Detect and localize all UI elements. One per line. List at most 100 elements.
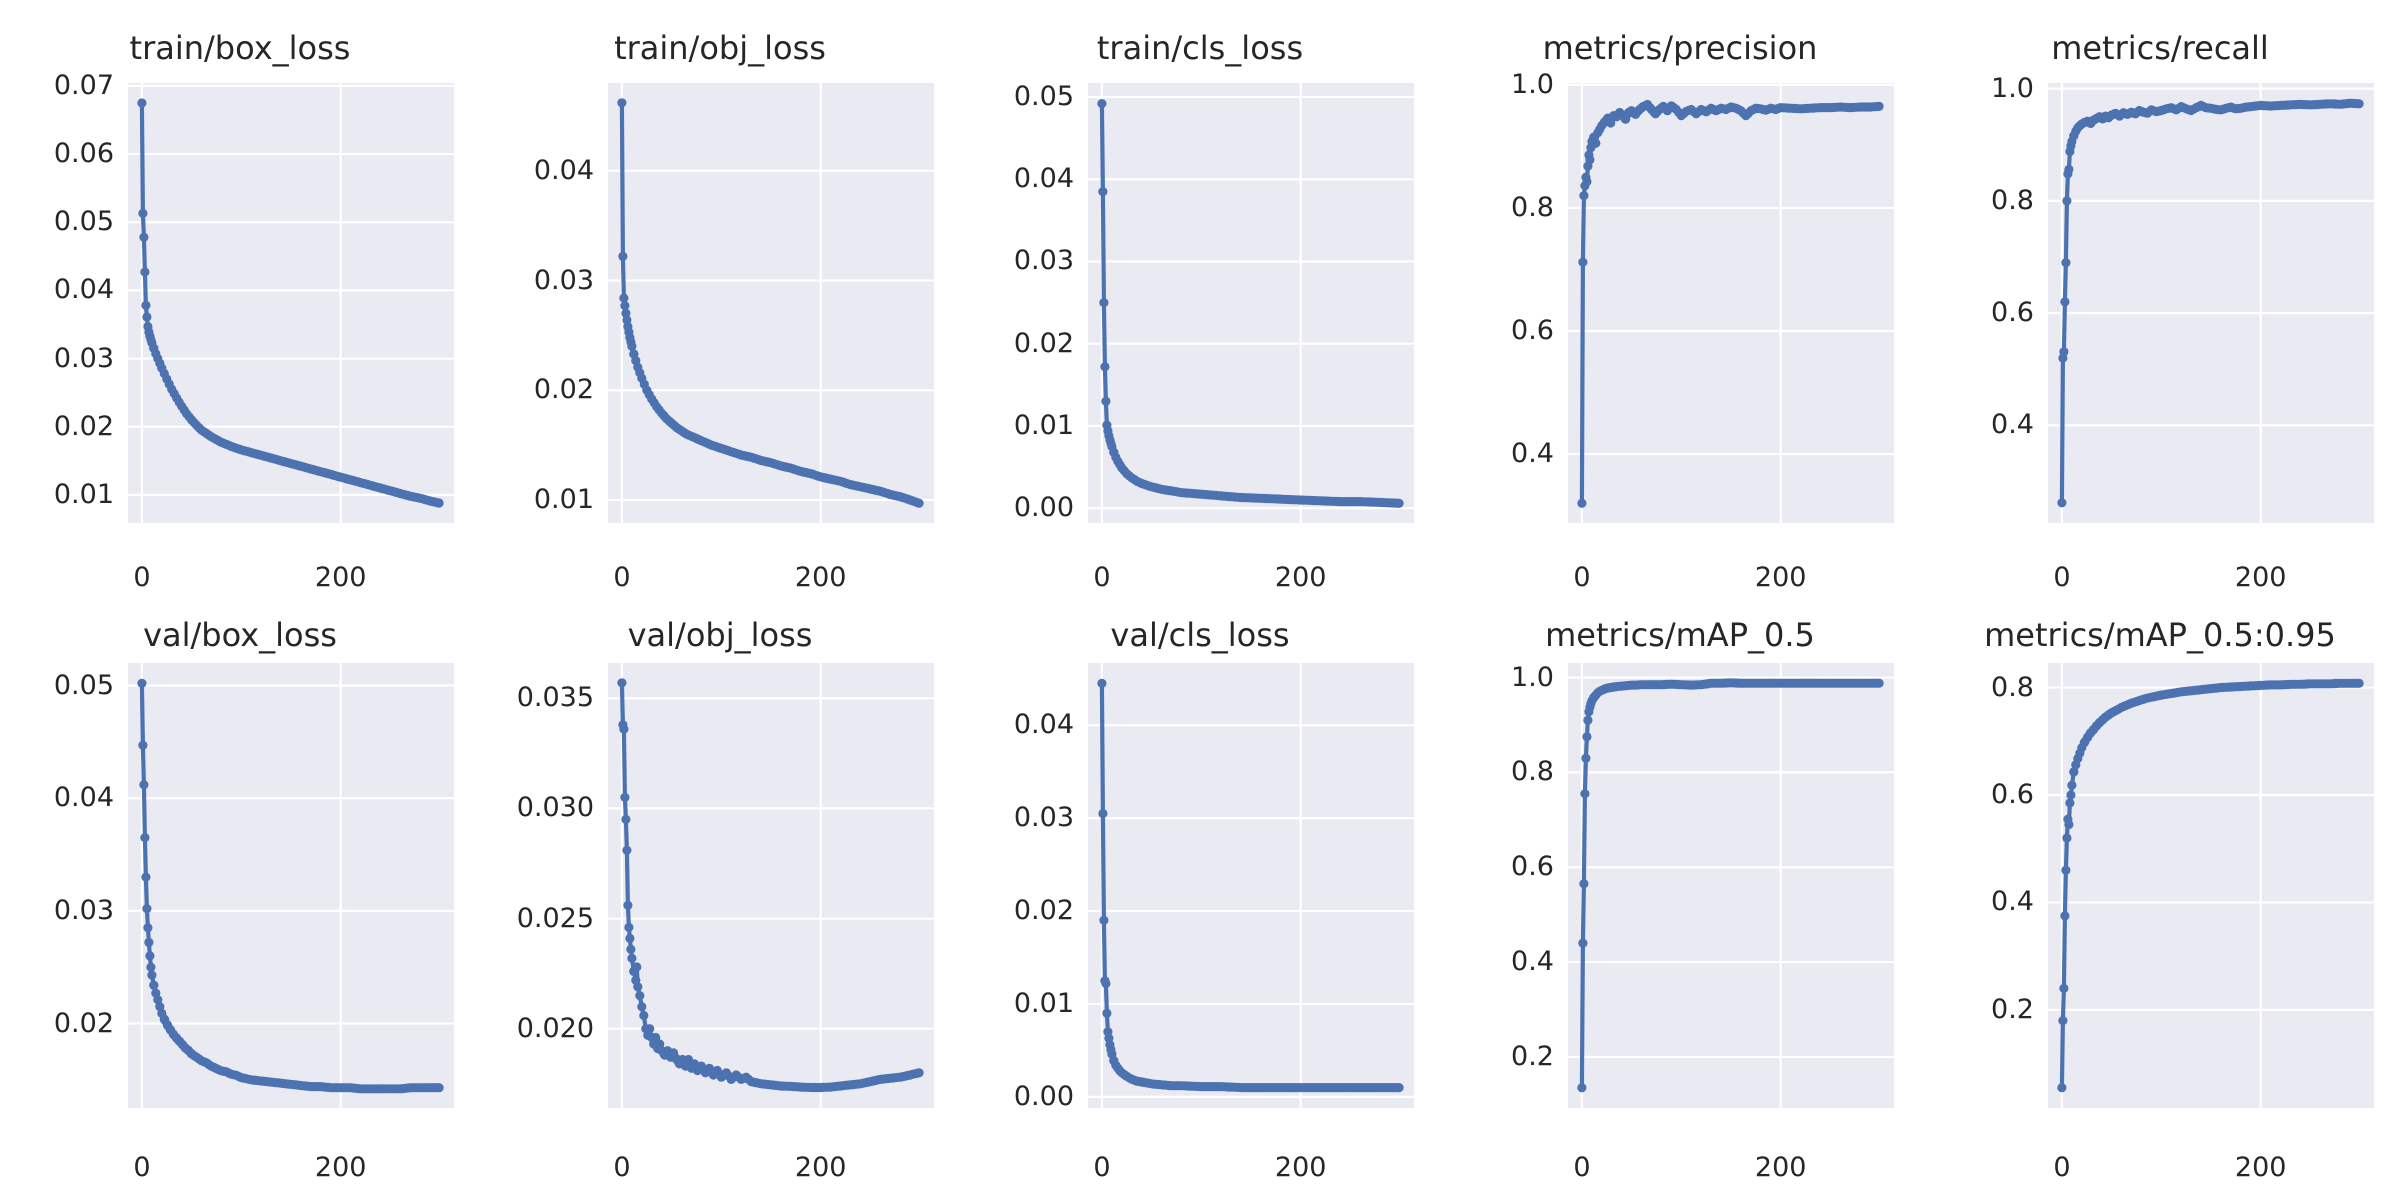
plot-panel [608, 663, 934, 1108]
y-tick-label: 0.4 [1991, 886, 2034, 918]
y-tick-label: 0.02 [533, 374, 594, 406]
x-tick-label: 0 [1093, 562, 1111, 593]
y-tick-label: 0.00 [1013, 492, 1074, 524]
y-tick-label: 0.03 [1013, 802, 1074, 834]
subplot-title: train/box_loss [129, 29, 351, 67]
subplot-title: metrics/precision [1542, 29, 1818, 67]
y-tick-label: 0.8 [1991, 184, 2034, 216]
results-markers [137, 98, 444, 508]
y-tick-label: 0.4 [1991, 409, 2034, 441]
y-tick-label: 0.05 [53, 669, 114, 701]
y-tick-label: 0.04 [53, 782, 114, 814]
y-tick-label: 0.025 [516, 902, 594, 934]
subplot-metrics-map-0-5-0-95: metrics/mAP_0.5:0.95 0.2 0.4 0.6 0.8 0 200 [1920, 600, 2400, 1200]
y-tick-label: 0.04 [1013, 709, 1074, 741]
x-tick-label: 0 [613, 562, 631, 593]
y-tick-label: 0.035 [516, 682, 594, 714]
subplot-title: metrics/mAP_0.5:0.95 [1984, 616, 2336, 654]
plot-panel [2048, 663, 2374, 1108]
y-tick-label: 0.02 [1013, 327, 1074, 359]
y-tick-label: 0.01 [1013, 987, 1074, 1019]
plot-panel [1568, 83, 1894, 523]
results-markers [1097, 99, 1404, 508]
plot-panel [1088, 83, 1414, 523]
y-tick-label: 0.04 [1013, 163, 1074, 195]
x-tick-label: 0 [133, 562, 151, 593]
y-tick-label: 0.03 [53, 894, 114, 926]
plot-svg [1568, 83, 1894, 523]
y-tick-label: 0.02 [53, 1007, 114, 1039]
x-tick-label: 200 [1754, 1152, 1807, 1183]
results-markers [2057, 678, 2364, 1093]
plot-svg [608, 663, 934, 1108]
subplot-title: val/box_loss [143, 616, 337, 654]
y-tick-label: 0.6 [1511, 851, 1554, 883]
y-tick-label: 0.020 [516, 1012, 594, 1044]
y-tick-label: 0.030 [516, 792, 594, 824]
y-tick-label: 0.03 [1013, 245, 1074, 277]
y-tick-label: 0.00 [1013, 1080, 1074, 1112]
y-tick-label: 0.8 [1511, 191, 1554, 223]
results-markers [2057, 98, 2364, 508]
y-tick-label: 0.03 [533, 264, 594, 296]
x-tick-label: 200 [2234, 562, 2287, 593]
y-tick-label: 1.0 [1511, 661, 1554, 693]
plot-svg [2048, 83, 2374, 523]
plot-svg [128, 663, 454, 1108]
y-tick-label: 0.02 [1013, 895, 1074, 927]
x-tick-label: 200 [2234, 1152, 2287, 1183]
y-tick-label: 0.01 [53, 478, 114, 510]
x-tick-label: 200 [794, 562, 847, 593]
plot-panel [2048, 83, 2374, 523]
subplot-metrics-precision: metrics/precision 0.4 0.6 0.8 1.0 0 200 [1440, 0, 1920, 600]
y-tick-label: 0.6 [1991, 297, 2034, 329]
y-tick-label: 0.8 [1511, 756, 1554, 788]
x-tick-label: 200 [794, 1152, 847, 1183]
plot-svg [608, 83, 934, 523]
y-tick-label: 0.01 [533, 483, 594, 515]
x-tick-label: 200 [1274, 1152, 1327, 1183]
x-tick-label: 0 [1093, 1152, 1111, 1183]
y-tick-label: 0.04 [533, 154, 594, 186]
x-tick-label: 200 [1274, 562, 1327, 593]
plot-panel [608, 83, 934, 523]
results-markers [617, 98, 924, 508]
y-tick-label: 0.05 [1013, 80, 1074, 112]
y-tick-label: 0.02 [53, 410, 114, 442]
plot-svg [1088, 83, 1414, 523]
y-tick-label: 0.05 [53, 206, 114, 238]
y-tick-label: 0.04 [53, 274, 114, 306]
y-tick-label: 0.8 [1991, 671, 2034, 703]
plot-panel [1568, 663, 1894, 1108]
x-tick-label: 0 [2053, 1152, 2071, 1183]
subplot-train-box-loss: train/box_loss 0.01 0.02 0.03 0.04 0.05 0.06 0… [0, 0, 480, 600]
y-tick-label: 0.2 [1991, 993, 2034, 1025]
plot-svg [2048, 663, 2374, 1108]
subplot-val-obj-loss: val/obj_loss 0.020 0.025 0.030 0.035 0 200 [480, 600, 960, 1200]
x-tick-label: 200 [1754, 562, 1807, 593]
subplot-title: val/obj_loss [627, 616, 813, 654]
y-tick-label: 0.2 [1511, 1040, 1554, 1072]
subplot-train-cls-loss: train/cls_loss 0.00 0.01 0.02 0.03 0.04 0.05 0… [960, 0, 1440, 600]
subplot-val-box-loss: val/box_loss 0.02 0.03 0.04 0.05 0 200 [0, 600, 480, 1200]
subplot-train-obj-loss: train/obj_loss results 0.010.020.030.040… [480, 0, 960, 600]
x-tick-label: 0 [613, 1152, 631, 1183]
y-tick-label: 0.4 [1511, 438, 1554, 470]
plot-svg [1088, 663, 1414, 1108]
results-markers [1577, 99, 1884, 508]
results-markers [1097, 678, 1404, 1093]
y-tick-label: 1.0 [1991, 72, 2034, 104]
y-tick-label: 0.01 [1013, 409, 1074, 441]
subplot-title: metrics/mAP_0.5 [1545, 616, 1815, 654]
plot-panel [1088, 663, 1414, 1108]
y-tick-label: 0.4 [1511, 946, 1554, 978]
subplot-title: train/obj_loss [614, 29, 826, 67]
results-markers [617, 678, 924, 1093]
x-tick-label: 0 [1573, 1152, 1591, 1183]
y-tick-label: 0.6 [1991, 778, 2034, 810]
y-tick-label: 0.07 [53, 69, 114, 101]
subplot-metrics-map-0-5: metrics/mAP_0.5 0.2 0.4 0.6 0.8 1.0 0 200 [1440, 600, 1920, 1200]
y-tick-label: 0.03 [53, 342, 114, 374]
plot-panel [128, 663, 454, 1108]
